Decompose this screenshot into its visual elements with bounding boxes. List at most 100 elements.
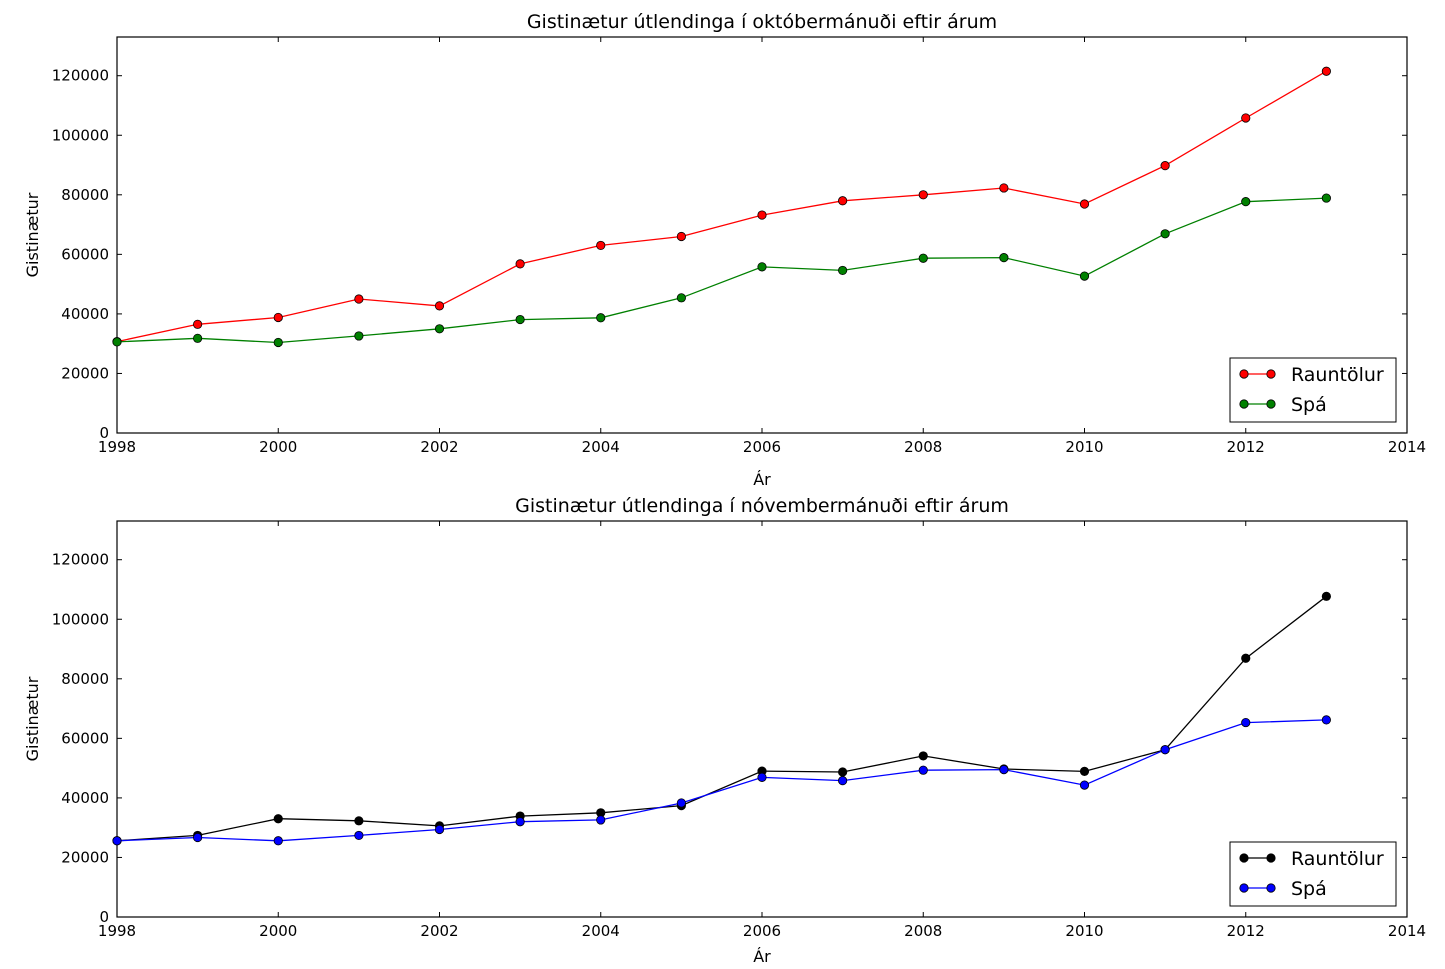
data-point [434, 824, 445, 835]
data-point [1241, 113, 1251, 123]
data-point [596, 240, 606, 251]
x-tick-label: 1998 [98, 922, 136, 940]
legend-box [1229, 357, 1397, 423]
y-tick-label: 100000 [52, 126, 109, 144]
data-point [1079, 766, 1090, 777]
y-tick-label: 60000 [61, 729, 109, 747]
data-point [676, 798, 686, 808]
y-tick-label: 0 [99, 908, 109, 926]
x-tick-label: 2002 [420, 438, 458, 456]
x-tick-label: 2000 [259, 438, 297, 456]
data-point [1079, 780, 1090, 790]
series-line [116, 70, 1327, 343]
data-point [193, 319, 203, 329]
legend-marker [1239, 399, 1249, 409]
y-tick-label: 80000 [61, 186, 109, 204]
data-point [1241, 653, 1251, 663]
series-1 [112, 66, 1331, 347]
y-tick-label: 80000 [61, 670, 109, 688]
y-tick-label: 120000 [52, 551, 109, 569]
series-2 [112, 193, 1331, 348]
data-point [838, 196, 848, 206]
data-point [515, 259, 525, 269]
legend: Rauntölur Spá [1229, 357, 1397, 423]
data-point [434, 324, 445, 334]
data-point [918, 190, 928, 200]
series-line [116, 595, 1327, 842]
data-point [273, 312, 283, 323]
data-point [112, 836, 122, 846]
series-2 [112, 715, 1331, 846]
legend: Rauntölur Spá [1229, 841, 1397, 907]
data-point [354, 294, 364, 304]
data-point [515, 817, 525, 827]
data-point [999, 765, 1009, 775]
legend-label: Rauntölur [1291, 848, 1384, 870]
y-tick-label: 20000 [61, 364, 109, 382]
data-point [193, 333, 203, 343]
legend-box [1229, 841, 1397, 907]
plot-frame [116, 520, 1408, 918]
legend-marker [1239, 369, 1249, 379]
data-point [1160, 161, 1170, 171]
data-point [757, 262, 767, 272]
x-tick-label: 2008 [904, 438, 942, 456]
x-tick-label: 2000 [259, 922, 297, 940]
data-point [1321, 66, 1331, 76]
y-tick-label: 120000 [52, 67, 109, 85]
y-axis-label: Gistinætur [23, 192, 42, 277]
x-tick-label: 2010 [1065, 438, 1103, 456]
x-tick-label: 2012 [1227, 438, 1265, 456]
y-tick-label: 40000 [61, 305, 109, 323]
data-point [757, 210, 767, 220]
data-point [838, 265, 848, 276]
data-point [918, 765, 928, 775]
data-point [112, 337, 122, 347]
x-tick-label: 2006 [743, 438, 781, 456]
plot-frame [116, 36, 1408, 434]
chart-title: Gistinætur útlendinga í októbermánuði ef… [527, 11, 997, 33]
x-axis-label: Ár [753, 470, 771, 489]
data-point [1241, 197, 1251, 207]
y-tick-label: 100000 [52, 610, 109, 628]
data-point [515, 314, 525, 325]
y-tick-label: 0 [99, 424, 109, 442]
data-point [838, 776, 848, 786]
data-point [838, 767, 848, 777]
x-tick-label: 2014 [1388, 922, 1426, 940]
y-axis-label: Gistinætur [23, 676, 42, 761]
data-point [354, 816, 364, 826]
series-line [116, 197, 1327, 344]
data-point [1241, 717, 1251, 728]
data-point [676, 231, 686, 242]
data-point [193, 832, 203, 843]
data-point [1079, 199, 1090, 209]
chart-title: Gistinætur útlendinga í nóvembermánuði e… [515, 495, 1009, 517]
x-tick-label: 2002 [420, 922, 458, 940]
data-point [918, 253, 928, 263]
data-point [1321, 591, 1331, 601]
data-point [273, 814, 283, 824]
x-tick-label: 2004 [582, 922, 620, 940]
data-point [1321, 715, 1331, 725]
data-point [999, 183, 1009, 193]
x-tick-label: 2014 [1388, 438, 1426, 456]
legend-marker [1266, 369, 1276, 379]
x-tick-label: 2008 [904, 922, 942, 940]
data-point [1160, 229, 1170, 239]
data-point [676, 293, 686, 303]
data-point [273, 836, 283, 846]
legend-marker [1266, 883, 1276, 893]
legend-label: Rauntölur [1291, 364, 1384, 386]
y-tick-label: 40000 [61, 789, 109, 807]
x-tick-label: 2004 [582, 438, 620, 456]
chart-panel-2: Gistinætur útlendinga í nóvembermánuði e… [23, 495, 1426, 966]
chart-panel-1: Gistinætur útlendinga í októbermánuði ef… [23, 11, 1426, 489]
data-point [354, 830, 364, 841]
data-point [596, 815, 606, 825]
data-point [354, 331, 364, 341]
data-point [1160, 745, 1170, 755]
x-tick-label: 2010 [1065, 922, 1103, 940]
data-point [1079, 271, 1090, 281]
